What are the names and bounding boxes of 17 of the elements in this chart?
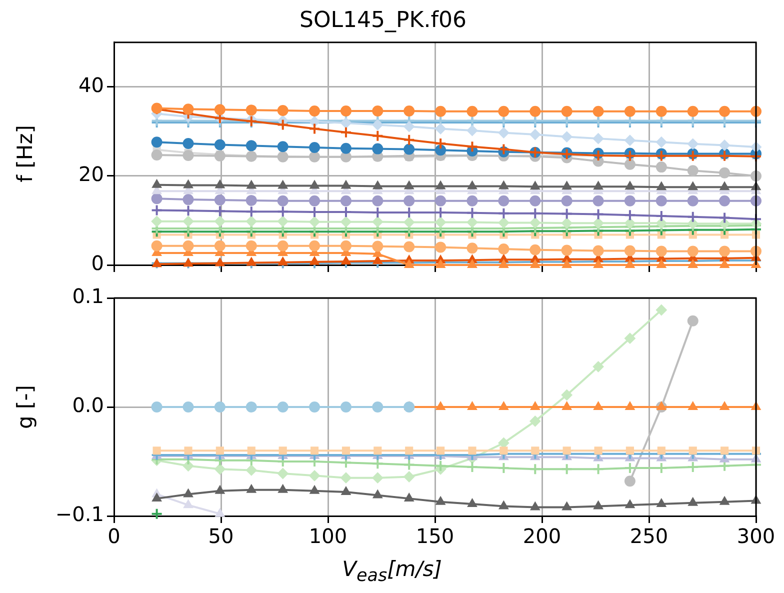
x-tick-label: 0 xyxy=(108,524,120,548)
y-tick-label: 0.1 xyxy=(72,284,104,308)
y-tick-label: −0.1 xyxy=(55,502,104,526)
y-tick-label: 20 xyxy=(78,162,104,186)
x-tick-label: 200 xyxy=(522,524,562,548)
y-tick-label: 0 xyxy=(91,251,104,276)
x-tick-label: 300 xyxy=(736,524,776,548)
chart-title: SOL145_PK.f06 xyxy=(300,8,466,33)
y-axis-title: g [-] xyxy=(13,385,38,429)
y-tick-label: 0.0 xyxy=(72,393,104,418)
x-tick-label: 150 xyxy=(416,524,454,548)
y-axis-title: f [Hz] xyxy=(13,125,38,182)
x-tick-label: 250 xyxy=(630,524,668,548)
x-axis-title: V$_{eas}$[m/s] xyxy=(341,557,443,586)
y-tick-label: 40 xyxy=(78,73,104,98)
x-tick-label: 100 xyxy=(308,524,348,548)
x-tick-label: 50 xyxy=(208,524,234,548)
